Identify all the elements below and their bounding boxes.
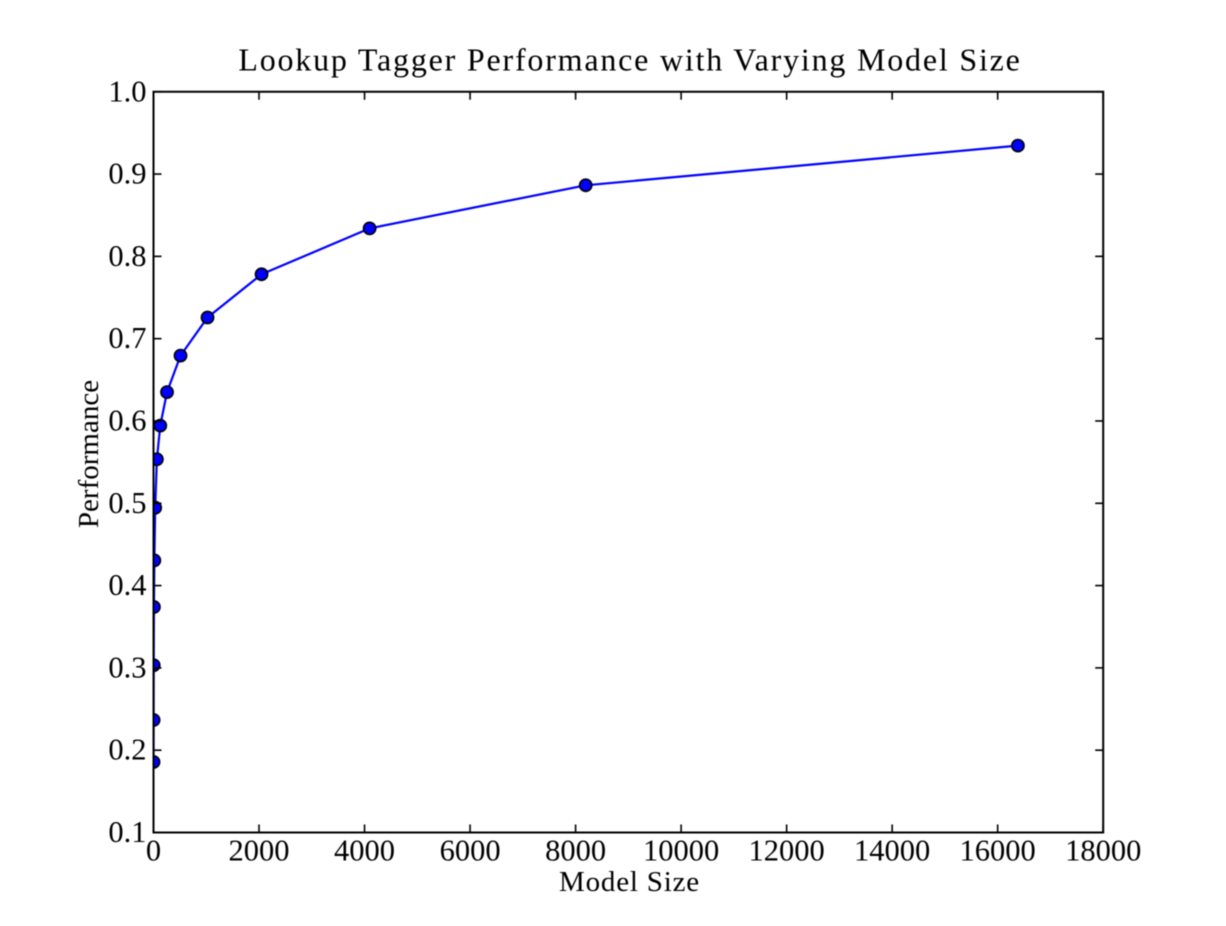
svg-text:0.6: 0.6: [108, 403, 146, 437]
svg-text:0.5: 0.5: [108, 486, 146, 520]
svg-text:10000: 10000: [643, 834, 719, 868]
svg-text:0.2: 0.2: [108, 733, 146, 767]
svg-text:Lookup Tagger Performance with: Lookup Tagger Performance with Varying M…: [238, 42, 1021, 78]
svg-text:0.8: 0.8: [108, 239, 146, 273]
svg-text:16000: 16000: [960, 834, 1036, 868]
svg-text:8000: 8000: [545, 834, 606, 868]
svg-text:0.3: 0.3: [108, 650, 146, 684]
svg-text:14000: 14000: [854, 834, 930, 868]
svg-text:6000: 6000: [440, 834, 501, 868]
svg-text:Performance: Performance: [73, 380, 105, 528]
svg-text:0.7: 0.7: [108, 321, 146, 355]
svg-text:Model Size: Model Size: [559, 866, 700, 898]
svg-text:12000: 12000: [749, 834, 825, 868]
svg-text:1.0: 1.0: [108, 74, 146, 108]
svg-text:2000: 2000: [229, 834, 290, 868]
svg-text:0.1: 0.1: [108, 815, 146, 849]
svg-text:0.4: 0.4: [108, 568, 146, 602]
svg-text:4000: 4000: [334, 834, 395, 868]
svg-text:18000: 18000: [1065, 834, 1141, 868]
svg-text:0.9: 0.9: [108, 157, 146, 191]
svg-text:0: 0: [146, 834, 161, 868]
